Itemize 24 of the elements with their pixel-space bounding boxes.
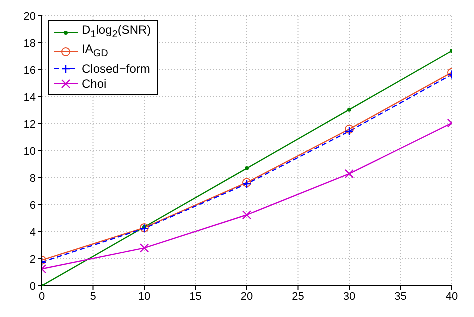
y-tick-label: 16 — [24, 64, 36, 77]
y-tick-label: 14 — [24, 92, 36, 104]
legend-label: IA$_{GD}$ — [82, 42, 108, 62]
x-tick-label: 0 — [38, 290, 46, 303]
y-tick-label: 6 — [30, 200, 36, 212]
y-tick-label: 12 — [24, 118, 36, 131]
x-tick-label: 30 — [343, 290, 356, 303]
y-tick-label: 2 — [30, 254, 36, 266]
y-tick-label: 20 — [24, 10, 36, 23]
y-tick-label: 0 — [30, 280, 36, 293]
x-tick-label: 15 — [190, 290, 202, 303]
legend-label: Choi — [82, 76, 107, 92]
x-tick-label: 10 — [138, 290, 151, 303]
legend-label: D$_{1}$log$_{2}$(SNR) — [82, 23, 152, 42]
x-tick-label: 40 — [446, 290, 458, 303]
legend-label: Closed−form — [82, 62, 150, 77]
x-tick-label: 35 — [394, 290, 407, 303]
y-tick-label: 8 — [30, 172, 36, 185]
x-tick-label: 20 — [240, 290, 254, 303]
x-tick-label: 5 — [90, 290, 96, 303]
y-tick-label: 10 — [24, 146, 36, 158]
y-tick-label: 4 — [30, 226, 36, 239]
y-tick-label: 18 — [24, 38, 36, 50]
x-tick-label: 25 — [292, 290, 304, 303]
